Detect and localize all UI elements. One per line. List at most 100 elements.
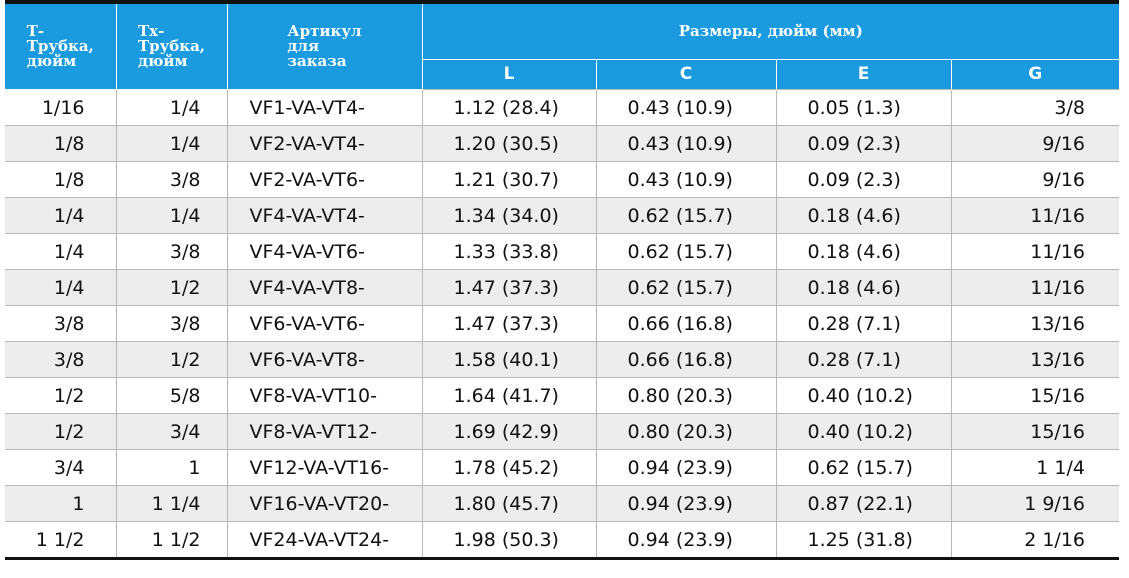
cell-t-tube: 1 1/2 <box>5 521 117 557</box>
cell-t-tube: 1/2 <box>5 377 117 414</box>
cell-dim-l: 1.47 (37.3) <box>422 269 597 306</box>
cell-order-code: VF16-VA-VT20- <box>227 485 423 522</box>
cell-dim-l: 1.98 (50.3) <box>422 521 597 557</box>
header-dim-e: E <box>776 59 952 90</box>
cell-dim-c: 0.66 (16.8) <box>596 341 777 378</box>
top-rule <box>5 0 1119 4</box>
table-row: 1 1/2 1 1/2 VF24-VA-VT24- 1.98 (50.3) 0.94 (… <box>5 521 1119 557</box>
cell-dim-g: 11/16 <box>951 233 1119 270</box>
cell-tx-tube: 1/4 <box>116 197 228 234</box>
cell-dim-g: 9/16 <box>951 161 1119 198</box>
cell-dim-g: 3/8 <box>951 89 1119 126</box>
cell-tx-tube: 5/8 <box>116 377 228 414</box>
cell-tx-tube: 1 <box>116 449 228 486</box>
cell-dim-l: 1.78 (45.2) <box>422 449 597 486</box>
table-row: 1/4 3/8 VF4-VA-VT6- 1.33 (33.8) 0.62 (15.7) 0… <box>5 233 1119 270</box>
cell-dim-e: 0.09 (2.3) <box>776 161 952 198</box>
cell-tx-tube: 3/8 <box>116 233 228 270</box>
cell-dim-g: 1 1/4 <box>951 449 1119 486</box>
header-dim-c: C <box>596 59 777 90</box>
cell-dim-l: 1.34 (34.0) <box>422 197 597 234</box>
cell-dim-e: 0.18 (4.6) <box>776 197 952 234</box>
header-tx-tube-label: Тх- Трубка, дюйм <box>137 22 206 70</box>
table-row: 3/8 3/8 VF6-VA-VT6- 1.47 (37.3) 0.66 (16.8) 0… <box>5 305 1119 342</box>
cell-dim-l: 1.21 (30.7) <box>422 161 597 198</box>
cell-t-tube: 1/8 <box>5 125 117 162</box>
cell-order-code: VF4-VA-VT6- <box>227 233 423 270</box>
table-row: 1/2 5/8 VF8-VA-VT10- 1.64 (41.7) 0.80 (20.3)… <box>5 377 1119 414</box>
cell-dim-g: 13/16 <box>951 305 1119 342</box>
cell-dim-c: 0.94 (23.9) <box>596 449 777 486</box>
cell-dim-e: 0.18 (4.6) <box>776 233 952 270</box>
cell-tx-tube: 1 1/2 <box>116 521 228 557</box>
table-row: 1/8 3/8 VF2-VA-VT6- 1.21 (30.7) 0.43 (10.9) 0… <box>5 161 1119 198</box>
cell-tx-tube: 3/8 <box>116 161 228 198</box>
cell-dim-e: 0.28 (7.1) <box>776 341 952 378</box>
dimensions-table: Т- Трубка, дюйм Тх- Трубка, дюйм Артикул… <box>5 4 1119 557</box>
cell-t-tube: 3/8 <box>5 305 117 342</box>
cell-dim-l: 1.69 (42.9) <box>422 413 597 450</box>
cell-tx-tube: 1/4 <box>116 89 228 126</box>
cell-dim-e: 0.40 (10.2) <box>776 377 952 414</box>
table-row: 3/4 1 VF12-VA-VT16- 1.78 (45.2) 0.94 (23.9) 0… <box>5 449 1119 486</box>
cell-t-tube: 1 <box>5 485 117 522</box>
cell-dim-e: 0.18 (4.6) <box>776 269 952 306</box>
cell-dim-e: 1.25 (31.8) <box>776 521 952 557</box>
cell-dim-l: 1.33 (33.8) <box>422 233 597 270</box>
cell-dim-c: 0.94 (23.9) <box>596 485 777 522</box>
cell-dim-c: 0.66 (16.8) <box>596 305 777 342</box>
cell-dim-g: 15/16 <box>951 413 1119 450</box>
cell-dim-g: 1 9/16 <box>951 485 1119 522</box>
table-row: 1/16 1/4 VF1-VA-VT4- 1.12 (28.4) 0.43 (10.9)… <box>5 89 1119 126</box>
cell-order-code: VF4-VA-VT4- <box>227 197 423 234</box>
cell-dim-l: 1.12 (28.4) <box>422 89 597 126</box>
cell-t-tube: 3/4 <box>5 449 117 486</box>
cell-dim-l: 1.64 (41.7) <box>422 377 597 414</box>
cell-dim-g: 11/16 <box>951 269 1119 306</box>
bottom-rule <box>5 557 1119 560</box>
cell-dim-l: 1.20 (30.5) <box>422 125 597 162</box>
cell-tx-tube: 3/4 <box>116 413 228 450</box>
cell-dim-l: 1.80 (45.7) <box>422 485 597 522</box>
table-row: 1/8 1/4 VF2-VA-VT4- 1.20 (30.5) 0.43 (10.9) 0… <box>5 125 1119 162</box>
cell-dim-c: 0.62 (15.7) <box>596 269 777 306</box>
cell-order-code: VF6-VA-VT6- <box>227 305 423 342</box>
cell-dim-c: 0.62 (15.7) <box>596 197 777 234</box>
cell-dim-e: 0.28 (7.1) <box>776 305 952 342</box>
header-tx-tube: Тх- Трубка, дюйм <box>116 4 228 90</box>
cell-dim-e: 0.09 (2.3) <box>776 125 952 162</box>
cell-tx-tube: 1 1/4 <box>116 485 228 522</box>
cell-t-tube: 1/4 <box>5 269 117 306</box>
cell-dim-c: 0.43 (10.9) <box>596 89 777 126</box>
cell-dim-g: 13/16 <box>951 341 1119 378</box>
cell-t-tube: 1/2 <box>5 413 117 450</box>
cell-dim-c: 0.43 (10.9) <box>596 125 777 162</box>
cell-dim-c: 0.80 (20.3) <box>596 377 777 414</box>
table-row: 1/2 3/4 VF8-VA-VT12- 1.69 (42.9) 0.80 (20.3)… <box>5 413 1119 450</box>
table-header: Т- Трубка, дюйм Тх- Трубка, дюйм Артикул… <box>5 4 1119 90</box>
cell-order-code: VF6-VA-VT8- <box>227 341 423 378</box>
header-order-code-label: Артикул для заказа <box>287 22 362 70</box>
cell-order-code: VF24-VA-VT24- <box>227 521 423 557</box>
cell-dim-l: 1.58 (40.1) <box>422 341 597 378</box>
cell-order-code: VF12-VA-VT16- <box>227 449 423 486</box>
table-body: 1/16 1/4 VF1-VA-VT4- 1.12 (28.4) 0.43 (10.9)… <box>5 89 1119 557</box>
cell-t-tube: 1/16 <box>5 89 117 126</box>
cell-dim-g: 9/16 <box>951 125 1119 162</box>
cell-dim-e: 0.62 (15.7) <box>776 449 952 486</box>
cell-dim-g: 2 1/16 <box>951 521 1119 557</box>
header-order-code: Артикул для заказа <box>227 4 423 90</box>
cell-tx-tube: 1/4 <box>116 125 228 162</box>
table-row: 3/8 1/2 VF6-VA-VT8- 1.58 (40.1) 0.66 (16.8) 0… <box>5 341 1119 378</box>
cell-dim-g: 11/16 <box>951 197 1119 234</box>
cell-t-tube: 1/4 <box>5 197 117 234</box>
cell-tx-tube: 3/8 <box>116 305 228 342</box>
cell-order-code: VF8-VA-VT10- <box>227 377 423 414</box>
header-dimensions-group: Размеры, дюйм (мм) <box>422 4 1119 60</box>
header-dim-g: G <box>951 59 1119 90</box>
cell-dim-e: 0.87 (22.1) <box>776 485 952 522</box>
spec-table-container: Т- Трубка, дюйм Тх- Трубка, дюйм Артикул… <box>5 0 1119 560</box>
cell-tx-tube: 1/2 <box>116 269 228 306</box>
header-dim-l: L <box>422 59 597 90</box>
